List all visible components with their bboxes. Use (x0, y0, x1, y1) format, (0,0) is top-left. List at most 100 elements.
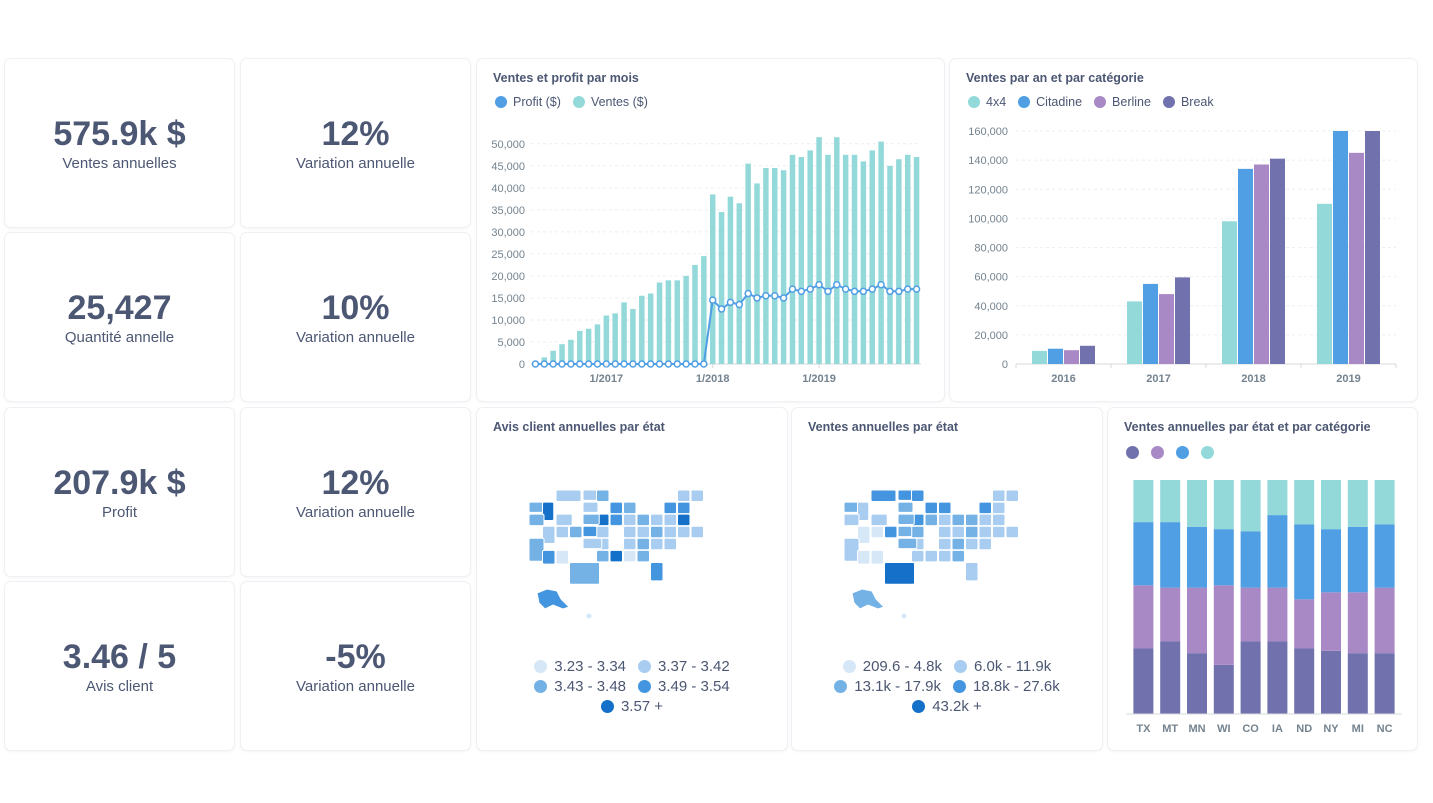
map-legend-item[interactable]: 13.1k - 17.9k (834, 678, 941, 695)
kpi-label: Avis client (85, 677, 154, 695)
stacked-bar-segment (1267, 641, 1288, 714)
y-tick-label: 40,000 (491, 183, 525, 195)
profit-point (912, 285, 921, 293)
profit-line (535, 283, 917, 365)
x-tick-label: 2019 (1336, 373, 1360, 385)
sales-bar (621, 302, 627, 364)
map-legend-item[interactable]: 3.43 - 3.48 (534, 678, 626, 695)
legend-item-break[interactable]: Break (1162, 95, 1214, 109)
legend-dot-icon (638, 660, 651, 673)
legend-dot-icon (834, 680, 848, 693)
kpi-value: -5% (325, 637, 386, 676)
profit-point (788, 285, 797, 293)
sales-bar (559, 344, 565, 364)
sales-bar (780, 170, 787, 364)
y-tick-label: 30,000 (491, 227, 525, 239)
profit-point (797, 287, 806, 296)
kpi-card-rating-variation[interactable]: -5% Variation annuelle (241, 582, 470, 750)
legend-item-profit[interactable]: Profit ($) (495, 95, 561, 109)
kpi-card-quantity-variation[interactable]: 10% Variation annuelle (241, 233, 470, 401)
chart-card-state-category[interactable]: Ventes annuelles par état et par catégor… (1108, 408, 1417, 750)
state-shape-nm (555, 549, 569, 565)
legend-dot-icon (572, 96, 585, 108)
sales-bar (736, 203, 743, 364)
category-bar (1333, 131, 1348, 364)
profit-point (646, 360, 655, 368)
profit-point (664, 360, 673, 368)
sales-bar (825, 154, 831, 364)
legend-dot-icon[interactable] (1201, 446, 1214, 459)
kpi-card-annual-sales[interactable]: 575.9k $ Ventes annuelles (5, 59, 234, 227)
legend-item-sales[interactable]: Ventes ($) (572, 95, 648, 109)
sales-bar (585, 328, 592, 364)
stacked-bar-segment (1240, 641, 1261, 714)
x-tick-label: 2017 (1146, 373, 1170, 385)
y-tick-label: 35,000 (491, 205, 525, 217)
map-card-annual-sales-state[interactable]: Ventes annuelles par état 209.6 - 4.8k 6… (792, 408, 1102, 750)
stacked-bar-segment (1374, 480, 1395, 525)
state-shape-mt (555, 489, 582, 502)
us-choropleth-map[interactable] (477, 408, 787, 750)
legend-dot-icon (638, 680, 651, 693)
state-shape-id (857, 501, 870, 521)
x-tick-label: ND (1296, 723, 1312, 735)
state-shape-az (857, 549, 871, 565)
stacked-bar-segment (1267, 480, 1288, 516)
map-legend-item[interactable]: 209.6 - 4.8k (842, 658, 942, 675)
state-shape-in (623, 513, 637, 527)
state-shape-nv (857, 525, 871, 544)
map-legend-item[interactable]: 6.0k - 11.9k (953, 658, 1051, 675)
stacked-bar-segment (1187, 653, 1207, 714)
state-shape-ky (938, 525, 952, 539)
legend-dot-icon (1162, 96, 1175, 108)
legend-item-berline[interactable]: Berline (1094, 95, 1151, 109)
legend-item-4x4[interactable]: 4x4 (968, 95, 1006, 109)
y-tick-label: 5,000 (497, 337, 525, 349)
kpi-label: Ventes annuelles (62, 154, 177, 172)
state-shape-ak (536, 588, 570, 610)
chart-card-yearly-sales-category[interactable]: Ventes par an et par catégorie 4x4 Citad… (950, 59, 1417, 401)
stacked-bar-segment (1187, 480, 1207, 527)
us-choropleth-map[interactable] (792, 408, 1102, 750)
chart-card-monthly-sales-profit[interactable]: Ventes et profit par mois Profit ($) Ven… (477, 59, 944, 401)
legend-dot-icon[interactable] (1151, 446, 1164, 459)
x-tick-label: 1/2017 (590, 373, 624, 385)
profit-point (850, 287, 859, 296)
y-tick-label: 20,000 (491, 271, 525, 283)
map-legend-item[interactable]: 18.8k - 27.6k (953, 678, 1060, 695)
map-card-customer-rating[interactable]: Avis client annuelles par état 3.23 - 3.… (477, 408, 787, 750)
state-shape-ma (677, 513, 691, 527)
state-shape-ri (690, 525, 704, 539)
kpi-card-profit-variation[interactable]: 12% Variation annuelle (241, 408, 470, 576)
stacked-bar-segment (1321, 650, 1341, 714)
stacked-bar-segment (1187, 526, 1207, 588)
kpi-card-customer-rating[interactable]: 3.46 / 5 Avis client (5, 582, 234, 750)
kpi-card-annual-quantity[interactable]: 25,427 Quantité annelle (5, 233, 234, 401)
sales-bar (630, 308, 636, 364)
sales-bar (550, 350, 556, 364)
sales-bar (896, 159, 902, 364)
map-legend-item[interactable]: 43.2k + (912, 698, 982, 715)
legend-dot-icon[interactable] (1126, 446, 1139, 459)
legend-dot-icon[interactable] (1176, 446, 1189, 459)
kpi-card-sales-variation[interactable]: 12% Variation annuelle (241, 59, 470, 227)
profit-point (771, 291, 779, 300)
y-tick-label: 160,000 (968, 126, 1008, 138)
legend-label: 3.49 - 3.54 (658, 678, 730, 695)
state-shape-al (938, 549, 952, 563)
state-shape-tn (623, 537, 637, 551)
chart-title: Ventes annuelles par état et par catégor… (1124, 420, 1371, 434)
category-bar (1270, 158, 1285, 364)
map-legend-item[interactable]: 3.49 - 3.54 (638, 678, 730, 695)
profit-point (753, 294, 761, 302)
profit-point (859, 287, 868, 296)
map-legend-item[interactable]: 3.57 + (600, 698, 663, 715)
map-legend-item[interactable]: 3.23 - 3.34 (534, 658, 626, 675)
profit-point (806, 285, 814, 293)
stacked-bar-segment (1213, 585, 1234, 665)
kpi-card-profit[interactable]: 207.9k $ Profit (5, 408, 234, 576)
stacked-bar-segment (1347, 526, 1368, 593)
map-legend-item[interactable]: 3.37 - 3.42 (638, 658, 730, 675)
legend-item-citadine[interactable]: Citadine (1018, 95, 1082, 109)
kpi-value: 12% (321, 463, 390, 502)
